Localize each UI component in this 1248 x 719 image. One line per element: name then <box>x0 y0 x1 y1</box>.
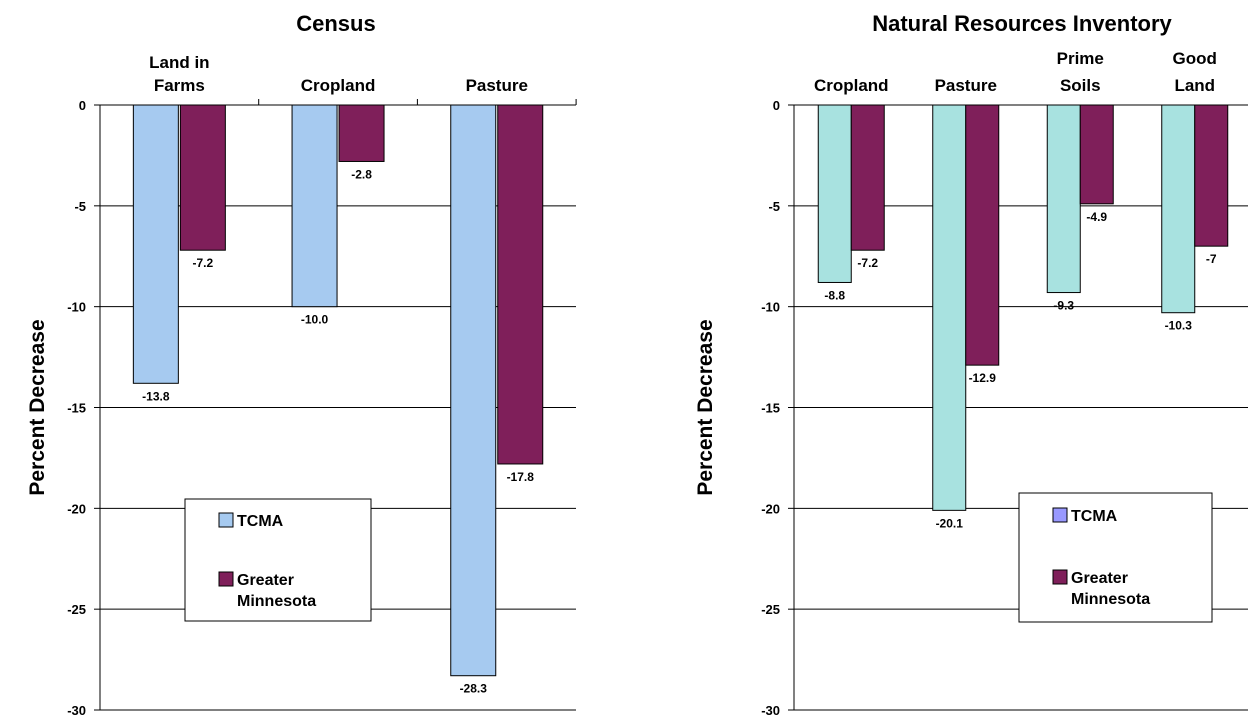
data-label: -7.2 <box>193 256 214 270</box>
category-label: Farms <box>154 76 205 95</box>
data-label: -28.3 <box>460 682 488 696</box>
category-label: Land <box>1174 76 1215 95</box>
data-label: -7.2 <box>857 256 878 270</box>
greater-mn-bar <box>497 104 544 465</box>
y-tick-label: -10 <box>761 300 780 315</box>
legend-label: TCMA <box>1071 508 1118 525</box>
y-tick-label: -20 <box>761 501 780 516</box>
y-tick-label: -10 <box>67 300 86 315</box>
y-axis-title: Percent Decrease <box>694 319 717 495</box>
y-tick-label: -15 <box>761 401 780 416</box>
y-tick-label: -20 <box>67 501 86 516</box>
greater-mn-bar <box>179 104 226 251</box>
category-label: Pasture <box>466 76 528 95</box>
legend-label: Minnesota <box>1071 591 1150 608</box>
category-label: Cropland <box>301 76 376 95</box>
category-label: Good <box>1173 49 1217 68</box>
data-label: -17.8 <box>507 470 535 484</box>
y-tick-label: -30 <box>761 703 780 718</box>
tcma-bar <box>291 104 338 308</box>
legend-label: Minnesota <box>237 593 316 610</box>
y-tick-label: -5 <box>768 199 780 214</box>
tcma-bar <box>817 104 852 283</box>
tcma-bar <box>1046 104 1081 294</box>
data-label: -7 <box>1206 252 1217 266</box>
legend-swatch <box>1052 507 1068 523</box>
greater-mn-bar <box>1079 104 1114 205</box>
y-tick-label: -25 <box>67 602 86 617</box>
greater-mn-bar <box>1194 104 1229 247</box>
data-label: -10.0 <box>301 313 329 327</box>
chart-title: Natural Resources Inventory <box>872 11 1172 36</box>
tcma-bar <box>1161 104 1196 314</box>
category-label: Prime <box>1057 49 1104 68</box>
tcma-bar <box>132 104 179 384</box>
category-label: Cropland <box>814 76 889 95</box>
data-label: -20.1 <box>936 516 964 530</box>
greater-mn-bar <box>850 104 885 251</box>
data-label: -10.3 <box>1165 319 1193 333</box>
data-label: -9.3 <box>1053 299 1074 313</box>
y-tick-label: -25 <box>761 602 780 617</box>
data-label: -8.8 <box>824 288 845 302</box>
nri-chart: Natural Resources Inventory 0 -5 -10 -15 -20 -… <box>694 11 1248 718</box>
census-chart: Census 0 -5 -10 -15 -20 -25 -30 Percent Decrease… <box>26 11 577 718</box>
legend-label: TCMA <box>237 513 284 530</box>
tcma-bar <box>450 104 497 677</box>
legend-label: Greater <box>237 572 294 589</box>
y-tick-label: -30 <box>67 703 86 718</box>
greater-mn-bar <box>338 104 385 162</box>
chart-title: Census <box>296 11 375 36</box>
data-label: -13.8 <box>142 389 170 403</box>
category-label: Land in <box>149 53 209 72</box>
category-label: Soils <box>1060 76 1101 95</box>
category-label: Pasture <box>935 76 997 95</box>
legend-swatch <box>218 512 234 528</box>
legend-swatch <box>1052 569 1068 585</box>
greater-mn-bar <box>965 104 1000 366</box>
y-tick-label: -5 <box>74 199 86 214</box>
data-label: -2.8 <box>351 167 372 181</box>
data-label: -12.9 <box>969 371 997 385</box>
legend-box <box>1018 492 1213 623</box>
tcma-bar <box>932 104 967 511</box>
data-label: -4.9 <box>1086 210 1107 224</box>
legend-label: Greater <box>1071 570 1128 587</box>
y-tick-label: 0 <box>773 98 780 113</box>
legend-box <box>184 498 372 622</box>
y-tick-label: -15 <box>67 401 86 416</box>
y-axis-title: Percent Decrease <box>26 319 49 495</box>
legend-swatch <box>218 571 234 587</box>
y-tick-label: 0 <box>79 98 86 113</box>
